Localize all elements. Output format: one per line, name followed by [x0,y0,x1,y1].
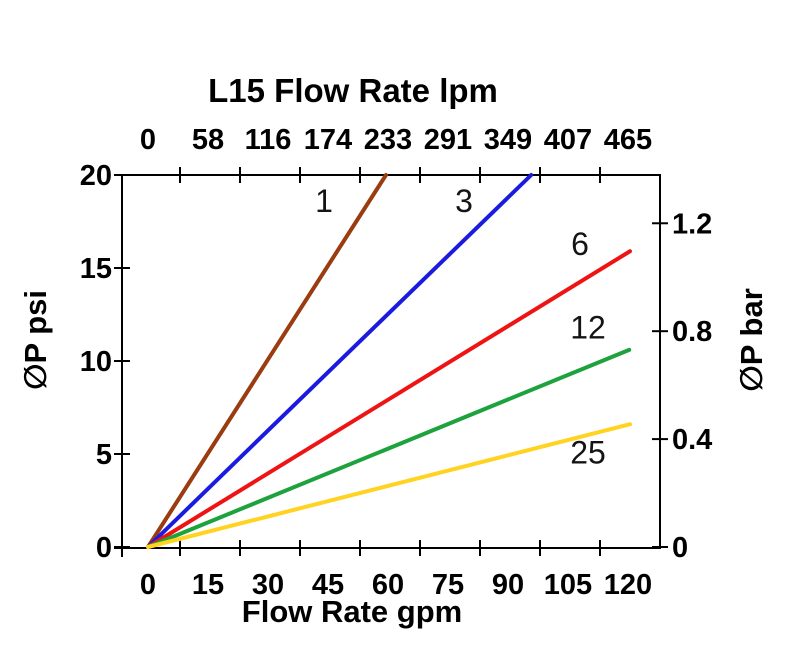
top-axis-tick-label: 233 [364,124,412,156]
chart-title: L15 Flow Rate lpm [208,72,498,109]
left-y-axis-title: ∅P psi [18,289,53,391]
left-axis-tick-label: 20 [80,160,112,192]
left-axis-tick-label: 15 [80,253,112,285]
bottom-axis-tick-label: 45 [312,569,344,601]
series-line-6 [146,249,632,549]
left-axis-tick-label: 10 [80,346,112,378]
bottom-axis-tick-label: 0 [140,569,156,601]
bottom-axis-tick-label: 30 [252,569,284,601]
top-axis-tick-label: 407 [544,124,592,156]
left-axis-tick-label: 0 [96,532,112,564]
series-line-1 [146,173,388,549]
bottom-axis-tick-label: 90 [492,569,524,601]
series-label-6: 6 [571,226,589,262]
left-axis-tick-label: 5 [96,439,112,471]
bottom-axis-tick-label: 105 [544,569,592,601]
top-axis-tick-label: 291 [424,124,472,156]
bottom-axis-tick-label: 15 [192,569,224,601]
series-label-1: 1 [315,183,333,219]
right-axis-tick-label: 1.2 [672,208,712,240]
series-label-25: 25 [570,434,606,470]
top-axis-tick-label: 116 [245,124,292,156]
series-label-12: 12 [570,310,606,346]
series-label-3: 3 [455,183,473,219]
bottom-axis-tick-label: 60 [372,569,404,601]
top-axis-tick-label: 174 [304,124,352,156]
right-axis-tick-label: 0.4 [672,424,712,456]
right-y-axis-title: ∅P bar [734,288,769,392]
x-axis-title: Flow Rate gpm [241,594,463,629]
top-axis-tick-label: 465 [604,124,652,156]
series-line-12 [146,347,632,549]
bottom-axis-tick-label: 120 [604,569,652,601]
bottom-axis-tick-label: 75 [432,569,464,601]
top-axis-tick-label: 58 [192,124,224,156]
series-line-3 [146,173,534,549]
series-line-25 [146,422,632,549]
top-axis-tick-label: 0 [140,124,156,156]
right-axis-tick-label: 0.8 [672,316,712,348]
right-axis-tick-label: 0 [672,532,688,564]
top-axis-tick-label: 349 [484,124,532,156]
